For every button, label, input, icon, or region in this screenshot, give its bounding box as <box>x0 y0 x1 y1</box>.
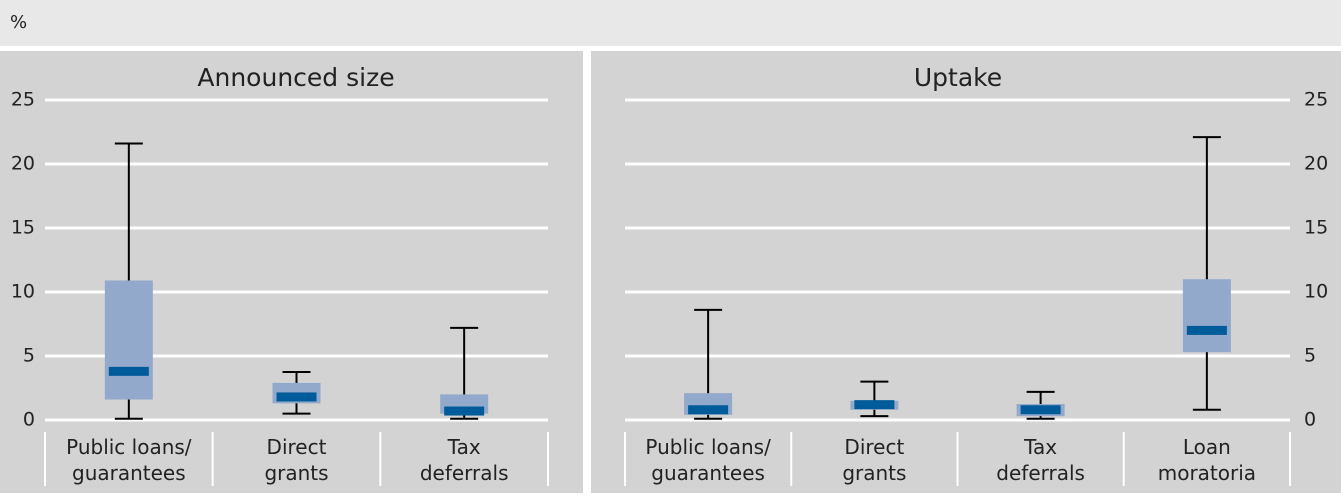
x-tick-label: Loan moratoria <box>1158 435 1256 485</box>
x-tick-label: Direct grants <box>264 435 328 485</box>
panel-bg <box>591 51 1341 493</box>
y-tick-label: 20 <box>1304 153 1328 175</box>
x-tick-label: Direct grants <box>842 435 906 485</box>
x-tick-label-line: grants <box>842 461 906 485</box>
x-tick-label-line: guarantees <box>72 461 186 485</box>
x-tick-label: Public loans/guarantees <box>645 435 771 485</box>
y-tick-label: 20 <box>11 153 35 175</box>
x-tick-label: Tax deferrals <box>420 435 509 485</box>
y-tick-label: 25 <box>1304 89 1328 111</box>
x-tick-label-line: Public loans/ <box>645 435 771 459</box>
x-tick-label: Tax deferrals <box>996 435 1085 485</box>
y-tick-label: 5 <box>1304 345 1316 367</box>
median <box>688 405 729 415</box>
y-tick-label: 0 <box>23 409 35 431</box>
median <box>276 392 317 402</box>
x-tick-label-line: Tax <box>1023 435 1057 459</box>
header-band <box>0 0 1341 46</box>
median <box>1186 325 1227 335</box>
x-tick-label-line: Direct <box>267 435 327 459</box>
panel-title: Uptake <box>914 63 1002 92</box>
y-tick-label: 10 <box>1304 281 1328 303</box>
x-tick-label-line: moratoria <box>1158 461 1256 485</box>
median <box>854 400 895 410</box>
box <box>104 280 153 400</box>
panel-title: Announced size <box>197 63 394 92</box>
unit-label: % <box>10 12 27 33</box>
median <box>1020 405 1061 415</box>
x-tick-label: Public loans/guarantees <box>66 435 192 485</box>
x-tick-label-line: deferrals <box>420 461 509 485</box>
y-tick-label: 15 <box>1304 217 1328 239</box>
y-tick-label: 25 <box>11 89 35 111</box>
x-tick-label-line: Loan <box>1183 435 1231 459</box>
box <box>1182 279 1231 353</box>
x-tick-label-line: Tax <box>447 435 481 459</box>
x-tick-label-line: guarantees <box>651 461 765 485</box>
x-tick-label-line: Direct <box>844 435 904 459</box>
x-tick-label-line: grants <box>264 461 328 485</box>
y-tick-label: 5 <box>23 345 35 367</box>
x-tick-label-line: deferrals <box>996 461 1085 485</box>
y-tick-label: 0 <box>1304 409 1316 431</box>
y-tick-label: 10 <box>11 281 35 303</box>
median <box>444 406 485 416</box>
y-tick-label: 15 <box>11 217 35 239</box>
panel-bg <box>0 51 583 493</box>
median <box>108 366 149 376</box>
x-tick-label-line: Public loans/ <box>66 435 192 459</box>
